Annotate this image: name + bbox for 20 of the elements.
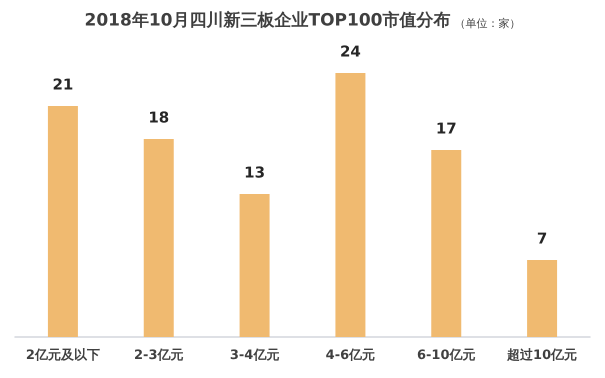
x-tick-label: 6-10亿元 — [416, 348, 476, 363]
data-label: 21 — [52, 76, 74, 94]
x-tick-label: 超过10亿元 — [506, 348, 578, 363]
data-label: 7 — [536, 230, 548, 248]
data-label: 18 — [148, 108, 170, 126]
x-tick-label: 4-6亿元 — [326, 348, 376, 363]
chart-subtitle: （单位：家） — [454, 17, 520, 30]
bar — [240, 194, 270, 337]
bar — [48, 106, 78, 337]
data-label: 13 — [244, 164, 266, 182]
chart-title: 2018年10月四川新三板企业TOP100市值分布 — [84, 10, 450, 30]
bar — [335, 73, 366, 337]
x-tick-label: 3-4亿元 — [230, 348, 280, 363]
x-tick-label: 2亿元及以下 — [26, 348, 100, 363]
bar — [527, 260, 558, 337]
data-label: 24 — [340, 42, 361, 60]
bar — [144, 139, 174, 337]
x-tick-label: 2-3亿元 — [134, 348, 184, 363]
data-label: 17 — [436, 120, 457, 138]
bar — [431, 150, 462, 337]
